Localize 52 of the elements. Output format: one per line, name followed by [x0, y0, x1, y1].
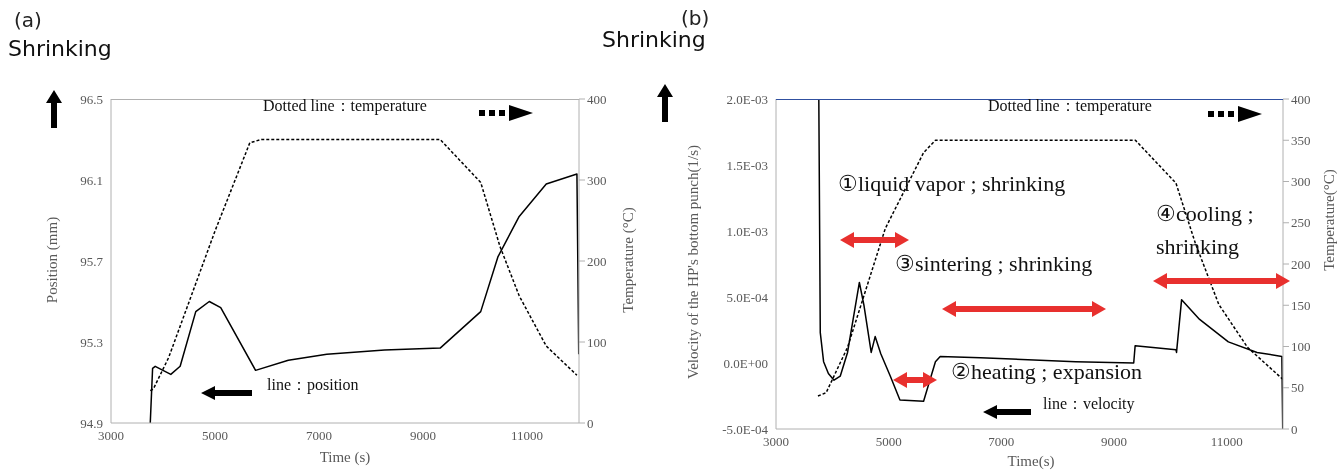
y2-tick-label: 100: [1291, 339, 1311, 355]
x-tick-label: 7000: [306, 428, 332, 444]
x-tick-label: 3000: [763, 434, 789, 450]
annotation: ①liquid vapor ; shrinking: [838, 169, 1066, 198]
y-tick-label: 5.0E-04: [726, 289, 769, 305]
y2-axis-title: Temperature (°C): [619, 207, 637, 313]
annotation: line：position: [267, 375, 359, 396]
y-tick-label: 96.1: [80, 172, 103, 188]
y-tick-label: -5.0E-04: [722, 421, 769, 437]
x-tick-label: 11000: [510, 428, 544, 444]
y-axis-title: Position (mm): [43, 216, 61, 304]
y2-tick-label: 300: [1291, 174, 1311, 190]
x-axis-title: Time(s): [1007, 452, 1055, 470]
y-tick-label: 1.5E-03: [726, 157, 768, 173]
x-tick-label: 7000: [988, 434, 1015, 450]
y2-tick-label: 150: [1291, 297, 1311, 313]
y-tick-label: 95.7: [80, 253, 104, 269]
y2-tick-label: 350: [1291, 132, 1311, 148]
x-axis-title: Time (s): [319, 448, 371, 466]
y-tick-label: 0.0E+00: [723, 355, 768, 371]
chart-title: (a): [14, 8, 42, 32]
y2-tick-label: 100: [587, 334, 607, 350]
y-tick-label: 94.9: [80, 415, 103, 431]
y2-tick-label: 400: [587, 91, 607, 107]
y2-tick-label: 200: [1291, 256, 1311, 272]
y-tick-label: 1.0E-03: [726, 223, 768, 239]
annotation: line：velocity: [1043, 394, 1135, 415]
y2-tick-label: 0: [587, 415, 594, 431]
chart-title: (b): [681, 6, 710, 30]
y2-tick-label: 400: [1291, 91, 1311, 107]
annotation: ④cooling ; shrinking: [1156, 199, 1255, 261]
y-tick-label: 2.0E-03: [726, 91, 768, 107]
y2-tick-label: 200: [587, 253, 607, 269]
y2-axis-title: Temperature(°C): [1320, 169, 1338, 271]
annotation: ③sintering ; shrinking: [895, 249, 1093, 278]
y-tick-label: 95.3: [80, 334, 103, 350]
x-tick-label: 5000: [202, 428, 228, 444]
y2-tick-label: 300: [587, 172, 607, 188]
y2-tick-label: 0: [1291, 421, 1298, 437]
annotation: Dotted line：temperature: [988, 96, 1152, 117]
y2-tick-label: 50: [1291, 380, 1304, 396]
y-tick-label: 96.5: [80, 91, 103, 107]
y2-tick-label: 250: [1291, 215, 1311, 231]
annotation: Dotted line：temperature: [263, 96, 427, 117]
annotation: ②heating ; expansion: [951, 357, 1143, 386]
y-axis-title: Velocity of the HP's bottom punch(1/s): [684, 145, 702, 379]
x-tick-label: 11000: [1210, 434, 1243, 450]
text: Shrinking: [8, 34, 112, 63]
x-tick-label: 9000: [410, 428, 436, 444]
x-tick-label: 9000: [1101, 434, 1127, 450]
x-tick-label: 5000: [875, 434, 902, 450]
x-tick-label: 3000: [98, 428, 124, 444]
